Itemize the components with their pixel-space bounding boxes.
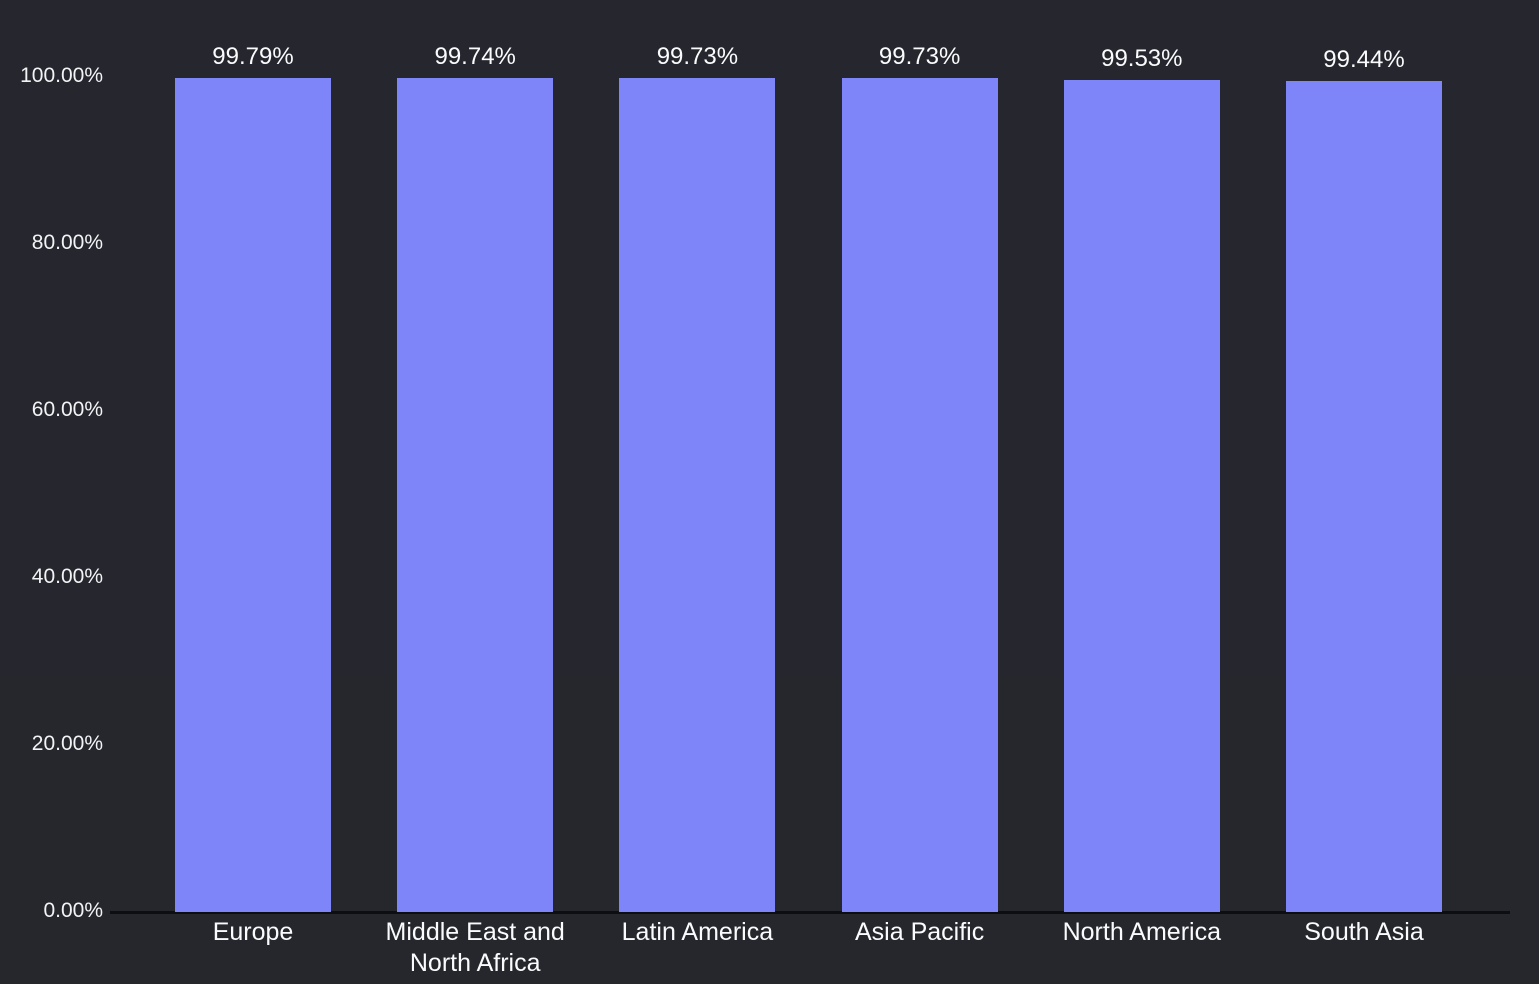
bar-value-label: 99.44% xyxy=(1323,45,1405,73)
bar-south-asia[interactable] xyxy=(1286,80,1442,912)
y-axis-tick-label: 80.00% xyxy=(31,231,103,254)
bar-north-america[interactable] xyxy=(1063,79,1220,912)
x-axis-category-label: North America xyxy=(1062,918,1221,946)
y-axis-tick-label: 0.00% xyxy=(43,899,103,922)
bar-value-label: 99.74% xyxy=(434,43,516,71)
bar-europe[interactable] xyxy=(175,77,331,912)
x-axis-category-label: Latin America xyxy=(621,918,774,946)
bar-middle-east-and-north-africa[interactable] xyxy=(397,78,554,912)
x-axis-category-label: Asia Pacific xyxy=(854,918,985,946)
y-axis-tick-label: 100.00% xyxy=(20,64,103,87)
bar-value-label: 99.73% xyxy=(656,43,739,71)
x-axis-category-label: Europe xyxy=(212,918,294,946)
bar-value-label: 99.79% xyxy=(212,42,294,70)
bar-asia-pacific[interactable] xyxy=(841,78,998,912)
x-axis-category-label: Middle East and North Africa xyxy=(385,918,565,977)
bar-latin-america[interactable] xyxy=(619,78,776,912)
y-axis-tick-label: 60.00% xyxy=(31,398,103,421)
bar-value-label: 99.53% xyxy=(1101,44,1183,72)
y-axis-tick-label: 40.00% xyxy=(31,565,103,588)
x-axis-category-label: South Asia xyxy=(1304,918,1424,946)
x-axis-line xyxy=(110,911,1510,914)
y-axis-tick-label: 20.00% xyxy=(31,732,103,755)
bar-value-label: 99.73% xyxy=(878,43,961,71)
